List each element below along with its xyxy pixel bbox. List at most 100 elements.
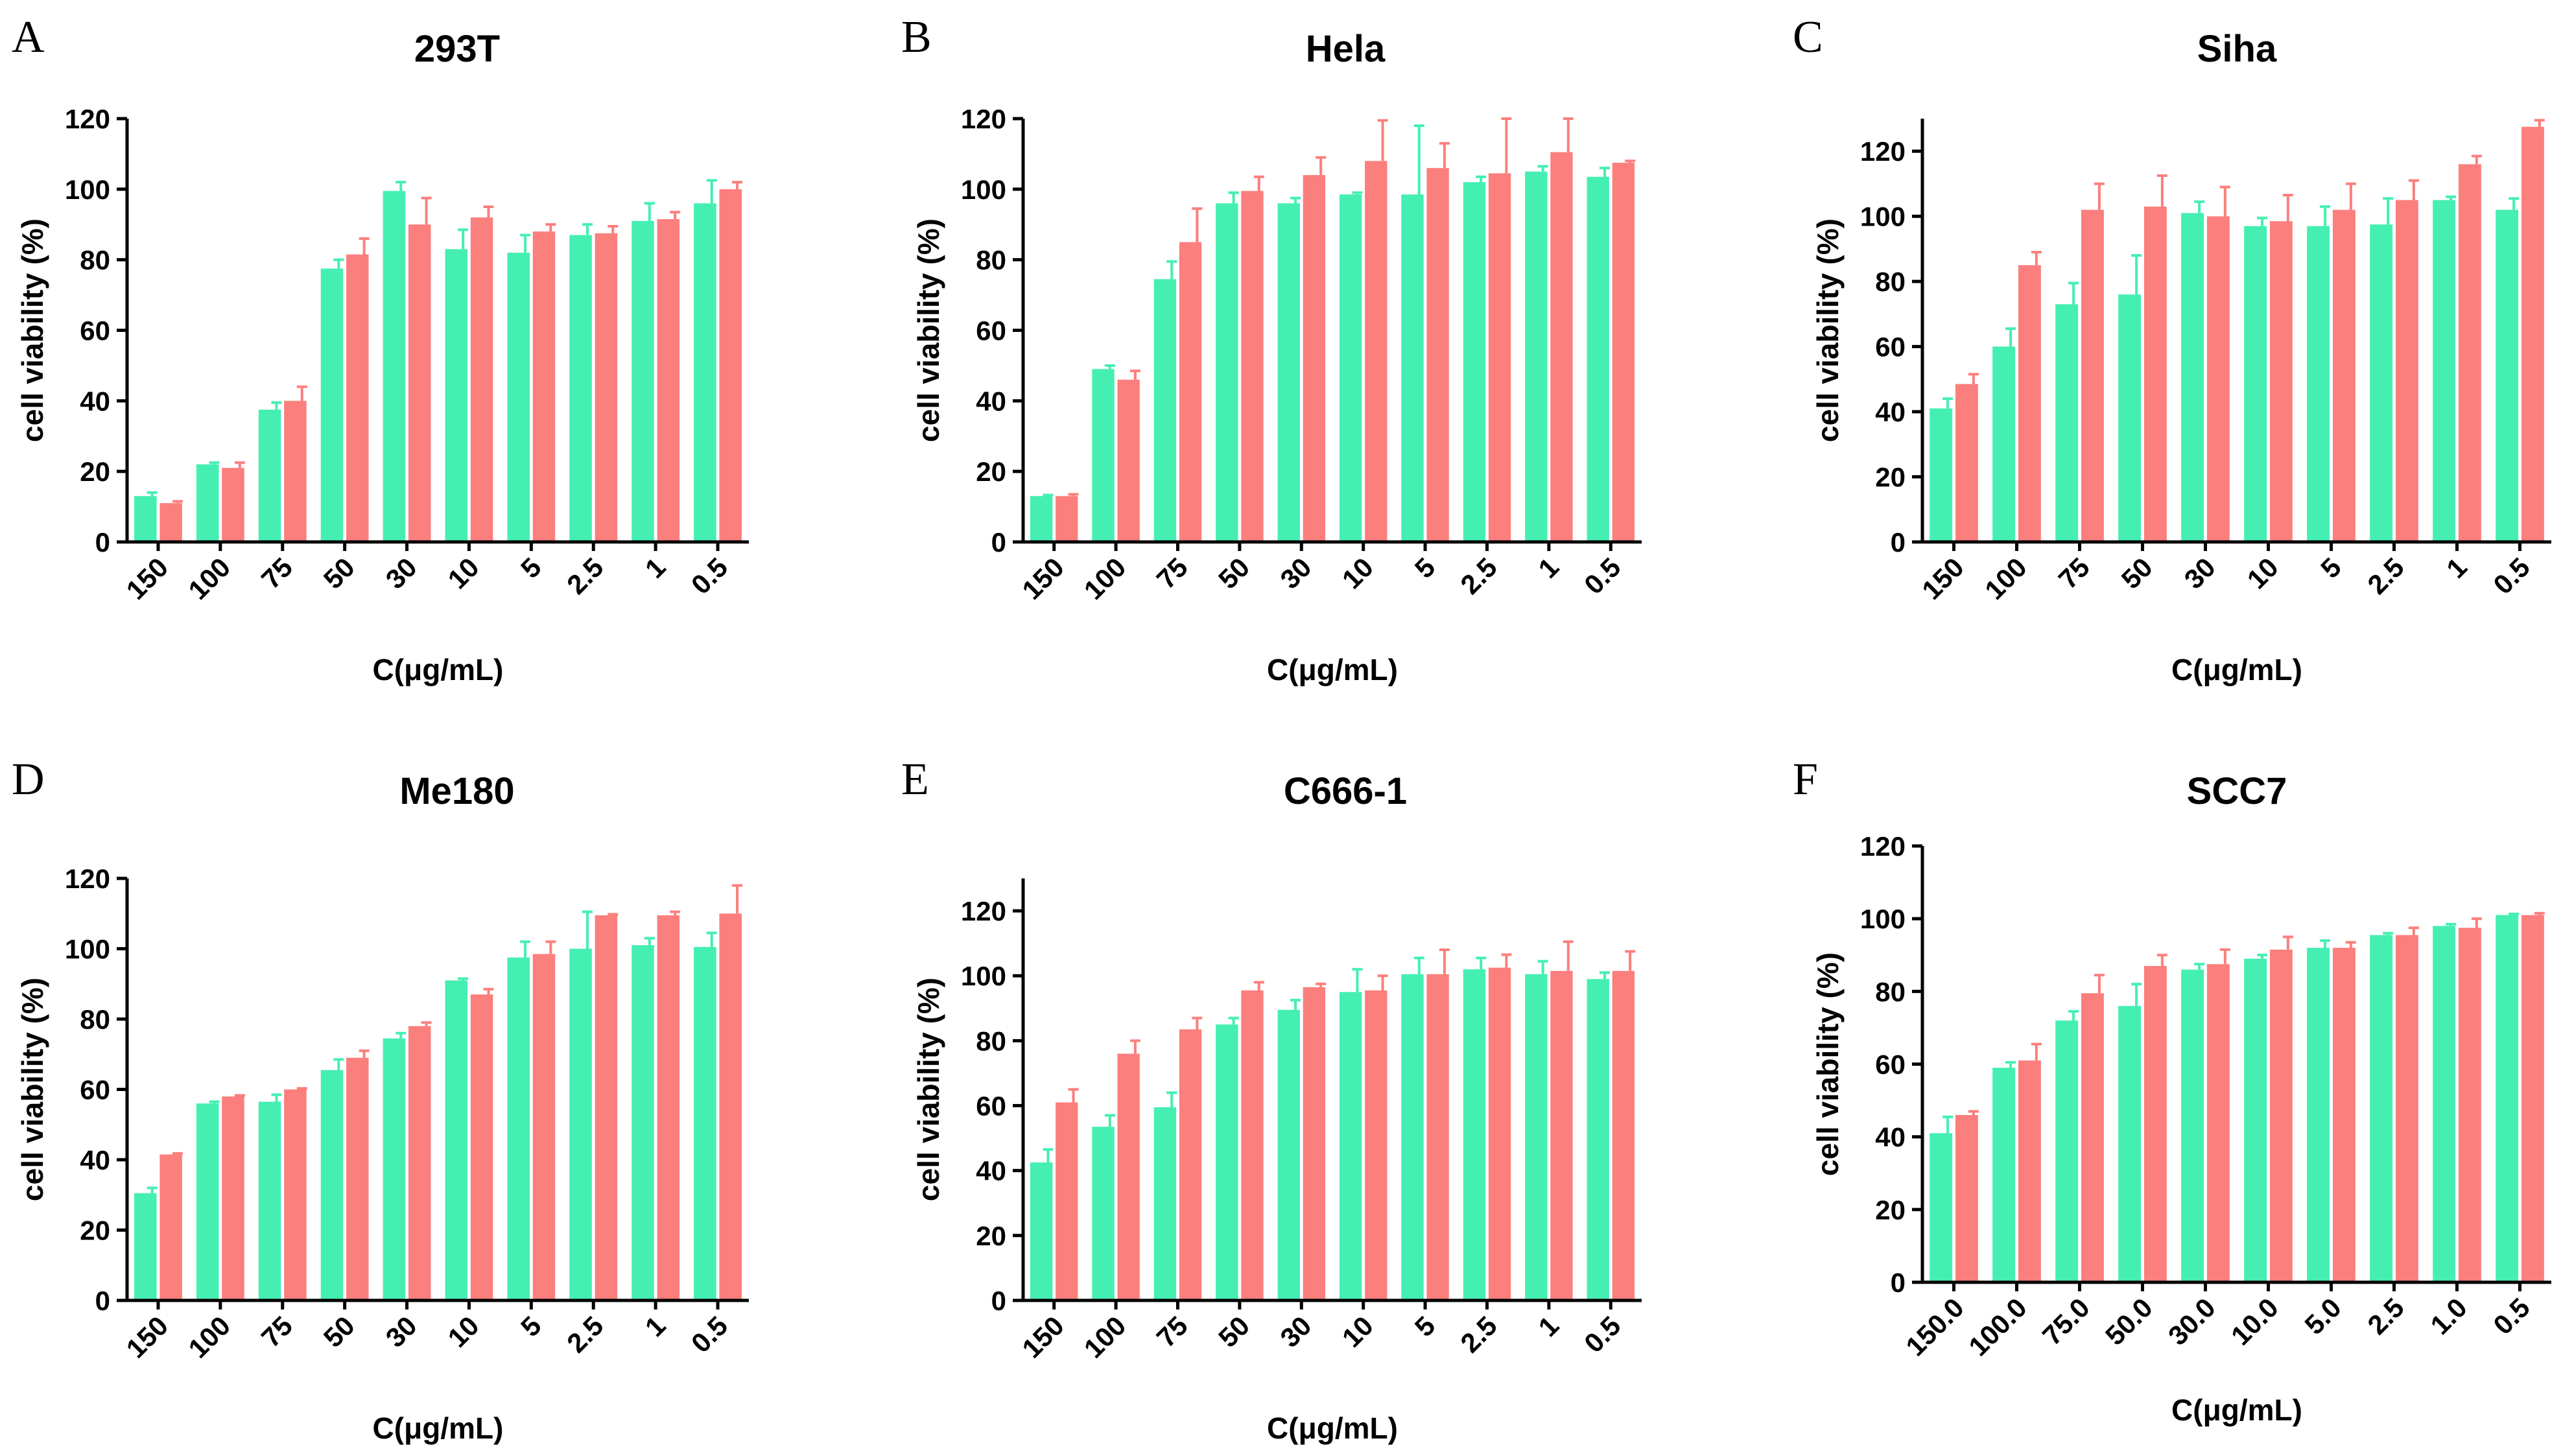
y-tick-label: 20 (1875, 462, 1906, 493)
y-axis-label: cell viability (%) (912, 218, 945, 442)
panel-letter: C (1793, 12, 1823, 62)
bar-series2 (346, 254, 369, 542)
x-tick-label: 0.5 (685, 552, 734, 600)
bar-series2 (2269, 221, 2293, 542)
x-tick-label: 50 (1212, 552, 1255, 594)
bar-series2 (159, 1154, 182, 1300)
y-tick-label: 120 (961, 104, 1006, 134)
bar-series2 (1241, 990, 1264, 1300)
bar-series1 (1992, 1068, 2016, 1282)
x-tick-label: 2.5 (561, 552, 609, 600)
x-tick-label: 2.5 (1454, 1310, 1503, 1359)
bar-series1 (1401, 194, 1424, 542)
y-axis-label: cell viability (%) (1811, 952, 1845, 1176)
chart-panel-e: E C666-1 0 20 40 60 80 100 120 cell viability (%)… (901, 755, 1642, 1445)
bar-series2 (408, 224, 431, 542)
bar-series1 (569, 235, 592, 542)
x-tick-label: 5 (2315, 552, 2347, 584)
bar-series1 (1153, 279, 1177, 542)
x-tick-label: 75.0 (2037, 1292, 2096, 1351)
bar-series1 (1153, 1107, 1177, 1300)
bar-series1 (507, 957, 530, 1300)
x-tick-label: 100 (182, 552, 236, 605)
bar-series1 (1463, 182, 1486, 542)
bar-series1 (1339, 992, 1362, 1300)
x-tick-label: 10 (442, 552, 485, 594)
x-tick-label: 1 (1533, 552, 1565, 584)
bar-series2 (1303, 987, 1326, 1300)
bar-series2 (2332, 209, 2356, 543)
bar-series2 (1426, 168, 1449, 542)
bar-series1 (2307, 948, 2330, 1282)
bar-series1 (1030, 1162, 1053, 1300)
y-tick-label: 40 (976, 1156, 1006, 1186)
x-tick-label: 50 (2116, 552, 2158, 594)
bar-series2 (346, 1057, 369, 1300)
x-tick-label: 0.5 (1578, 552, 1627, 600)
bar-series2 (2395, 935, 2418, 1282)
bar-series2 (1179, 242, 1202, 542)
panel-letter: F (1793, 755, 1818, 804)
bar-series1 (1525, 974, 1548, 1300)
bar-series2 (470, 994, 493, 1300)
x-axis-label: C(μg/mL) (1267, 1411, 1398, 1445)
panel-letter: D (12, 755, 45, 804)
y-tick-label: 20 (80, 456, 110, 487)
x-tick-label: 30 (2178, 552, 2221, 594)
bar-series2 (1955, 384, 1978, 542)
bar-series2 (1056, 1102, 1078, 1300)
y-tick-label: 0 (991, 1286, 1006, 1316)
bar-series1 (320, 268, 344, 542)
y-tick-label: 20 (1875, 1195, 1906, 1225)
bar-series1 (2181, 969, 2204, 1282)
y-tick-label: 120 (65, 863, 110, 894)
bar-series2 (2521, 126, 2544, 543)
bar-series1 (1930, 1133, 1953, 1282)
bar-series2 (2458, 164, 2481, 543)
y-tick-label: 60 (1875, 1050, 1906, 1080)
y-tick-label: 80 (80, 245, 110, 276)
x-tick-label: 30.0 (2162, 1292, 2221, 1351)
bar-series1 (694, 946, 716, 1300)
bar-series1 (320, 1070, 344, 1300)
bar-series2 (2458, 928, 2481, 1282)
y-tick-label: 0 (95, 527, 110, 558)
x-tick-label: 50 (318, 552, 360, 594)
chart-title: C666-1 (1284, 770, 1407, 812)
bar-series1 (196, 1103, 219, 1300)
x-tick-label: 150 (1916, 552, 1970, 605)
bar-series1 (632, 945, 654, 1300)
bar-series2 (2081, 209, 2104, 543)
y-tick-label: 40 (1875, 1122, 1906, 1153)
x-tick-label: 10 (1336, 1310, 1379, 1353)
y-tick-label: 100 (1860, 202, 1906, 232)
x-tick-label: 75 (255, 1310, 298, 1353)
bar-series1 (507, 252, 530, 542)
bar-series1 (1992, 346, 2016, 542)
y-tick-label: 0 (1891, 1267, 1906, 1298)
x-tick-label: 10 (2241, 552, 2284, 594)
bar-series2 (657, 915, 680, 1300)
x-tick-label: 100 (1979, 552, 2033, 605)
y-tick-label: 0 (95, 1286, 110, 1316)
x-tick-label: 5 (1409, 1310, 1441, 1343)
bar-series1 (1277, 203, 1300, 543)
chart-title: Hela (1306, 28, 1386, 70)
bar-series1 (694, 203, 716, 543)
x-tick-label: 50.0 (2099, 1292, 2158, 1351)
x-tick-label: 1 (1533, 1310, 1565, 1343)
bar-series1 (2307, 226, 2330, 542)
y-tick-label: 80 (1875, 266, 1906, 297)
y-tick-label: 120 (1860, 136, 1906, 167)
bar-series2 (1117, 379, 1140, 542)
chart-panel-d: D Me180 0 20 40 60 80 100 120 cell viability (%) 1… (12, 755, 749, 1445)
panel-letter: B (901, 12, 932, 62)
bar-series1 (1030, 496, 1053, 542)
y-tick-label: 120 (1860, 831, 1906, 862)
bar-series1 (2181, 213, 2204, 542)
panel-letter: A (12, 12, 45, 62)
bar-series2 (2143, 206, 2167, 543)
bar-series1 (2118, 1005, 2142, 1282)
y-tick-label: 80 (1875, 976, 1906, 1007)
